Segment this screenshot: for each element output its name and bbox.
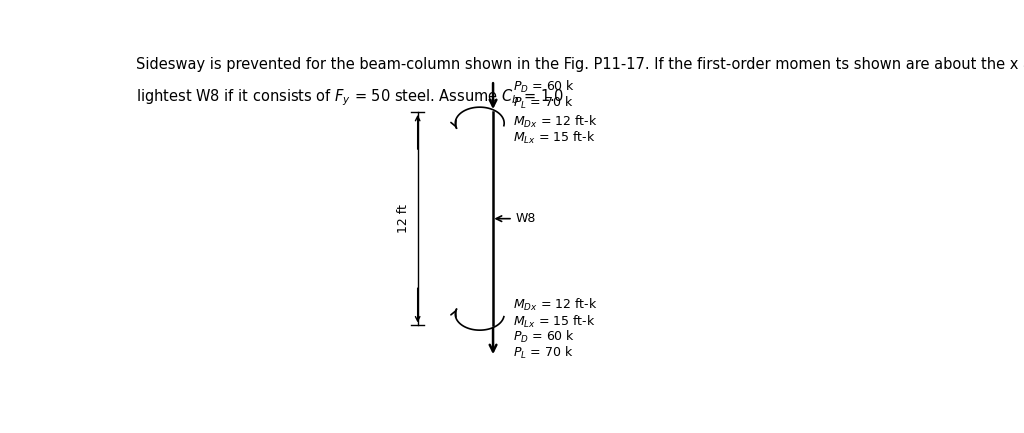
Text: $P_D$ = 60 k: $P_D$ = 60 k [513, 329, 575, 345]
Text: W8: W8 [515, 212, 536, 225]
Text: $M_{Lx}$ = 15 ft-k: $M_{Lx}$ = 15 ft-k [513, 130, 595, 146]
Text: $M_{Dx}$ = 12 ft-k: $M_{Dx}$ = 12 ft-k [513, 113, 597, 130]
Text: $P_L$ = 70 k: $P_L$ = 70 k [513, 346, 573, 362]
Text: $M_{Lx}$ = 15 ft-k: $M_{Lx}$ = 15 ft-k [513, 313, 595, 330]
Text: lightest W8 if it consists of $F_y$ = 50 steel. Assume $C_b$ = 1.0: lightest W8 if it consists of $F_y$ = 50… [136, 87, 564, 107]
Text: 12 ft: 12 ft [397, 204, 410, 233]
Text: $M_{Dx}$ = 12 ft-k: $M_{Dx}$ = 12 ft-k [513, 297, 597, 313]
Text: $P_L$ = 70 k: $P_L$ = 70 k [513, 95, 573, 111]
Text: $P_D$ = 60 k: $P_D$ = 60 k [513, 79, 575, 95]
Text: Sidesway is prevented for the beam-column shown in the Fig. P11-17. If the first: Sidesway is prevented for the beam-colum… [136, 57, 1024, 72]
